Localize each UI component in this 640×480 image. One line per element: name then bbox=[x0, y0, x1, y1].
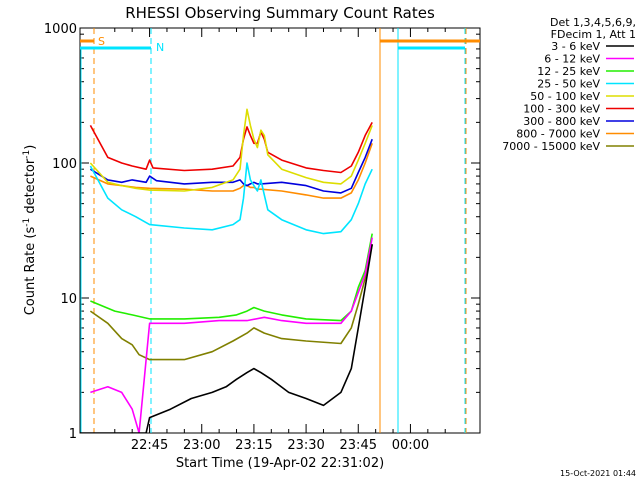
legend-entry-label: 50 - 100 keV bbox=[530, 90, 600, 103]
series-line-0 bbox=[80, 244, 373, 433]
y-tick-label: 1 bbox=[69, 427, 77, 442]
x-tick-label: 22:45 bbox=[131, 438, 168, 453]
x-tick-label: 23:15 bbox=[235, 438, 272, 453]
legend-entry-label: 25 - 50 keV bbox=[537, 78, 600, 91]
chart-title: RHESSI Observing Summary Count Rates bbox=[125, 4, 435, 22]
series-line-4 bbox=[89, 108, 373, 192]
legend-header-line: FDecim 1, Att 1 bbox=[551, 28, 636, 41]
y-axis-label-end: ) bbox=[23, 145, 38, 150]
y-tick-label: 1000 bbox=[44, 22, 77, 37]
x-tick-label: 23:45 bbox=[340, 438, 377, 453]
axis-ticks: 22:45 23:00 23:15 23:30 23:45 00:00 1 10 100 1000 bbox=[44, 22, 481, 453]
series-line-1 bbox=[90, 237, 373, 433]
legend-entry-label: 12 - 25 keV bbox=[537, 65, 600, 78]
legend-header-line: Det 1,3,4,5,6,9, bbox=[550, 16, 636, 29]
series-line-6 bbox=[89, 138, 373, 194]
y-axis-label-main: Count Rate (s bbox=[23, 227, 38, 316]
x-tick-label: 23:00 bbox=[183, 438, 220, 453]
legend-entry-label: 100 - 300 keV bbox=[523, 103, 600, 116]
legend: Det 1,3,4,5,6,9,FDecim 1, Att 13 - 6 keV… bbox=[502, 16, 636, 153]
plot-frame bbox=[79, 27, 481, 434]
series-line-7 bbox=[90, 143, 373, 199]
x-axis-label: Start Time (19-Apr-02 22:31:02) bbox=[176, 456, 384, 471]
y-tick-label: 100 bbox=[52, 157, 77, 172]
night-flag-label: N bbox=[156, 41, 164, 54]
legend-entry-label: 3 - 6 keV bbox=[551, 40, 600, 53]
y-tick-label: 10 bbox=[60, 292, 77, 307]
saa-flag-label: S bbox=[98, 35, 105, 48]
y-axis-label-sup1: -1 bbox=[22, 218, 32, 227]
x-tick-label: 00:00 bbox=[392, 438, 429, 453]
series-line-2 bbox=[90, 233, 373, 322]
legend-entry-label: 7000 - 15000 keV bbox=[502, 140, 600, 153]
y-axis-label: Count Rate (s-1 detector-1) bbox=[22, 145, 38, 316]
x-tick-label: 23:30 bbox=[287, 438, 324, 453]
legend-entry-label: 300 - 800 keV bbox=[523, 115, 600, 128]
series-line-8 bbox=[89, 244, 373, 361]
series-line-3 bbox=[89, 162, 373, 235]
series-lines bbox=[80, 108, 373, 433]
legend-entry-label: 6 - 12 keV bbox=[544, 53, 600, 66]
footer-timestamp: 15-Oct-2021 01:44 bbox=[560, 469, 636, 478]
y-axis-label-mid: detector bbox=[23, 158, 38, 218]
legend-entry-label: 800 - 7000 keV bbox=[516, 128, 600, 141]
series-line-5 bbox=[89, 122, 373, 174]
y-axis-label-sup2: -1 bbox=[22, 150, 32, 159]
